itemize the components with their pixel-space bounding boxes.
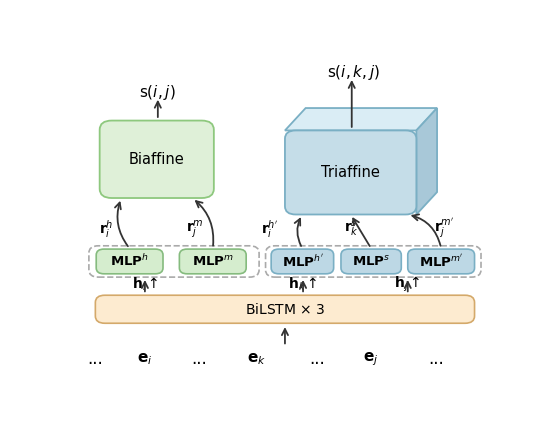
Text: $\mathbf{MLP}^{h}$: $\mathbf{MLP}^{h}$ bbox=[110, 253, 149, 269]
Text: $\mathbf{MLP}^{h'}$: $\mathbf{MLP}^{h'}$ bbox=[281, 253, 323, 270]
Text: BiLSTM $\times$ 3: BiLSTM $\times$ 3 bbox=[245, 302, 325, 317]
FancyArrowPatch shape bbox=[300, 282, 306, 291]
FancyBboxPatch shape bbox=[266, 246, 481, 277]
FancyBboxPatch shape bbox=[96, 295, 475, 323]
Text: $\mathbf{r}_j^{m'}$: $\mathbf{r}_j^{m'}$ bbox=[434, 217, 455, 241]
FancyArrowPatch shape bbox=[405, 282, 411, 291]
FancyArrowPatch shape bbox=[349, 82, 355, 127]
FancyBboxPatch shape bbox=[285, 131, 416, 214]
Text: $\mathbf{MLP}^{m'}$: $\mathbf{MLP}^{m'}$ bbox=[419, 253, 464, 270]
FancyArrowPatch shape bbox=[155, 101, 161, 117]
FancyArrowPatch shape bbox=[142, 282, 148, 291]
FancyBboxPatch shape bbox=[341, 249, 401, 274]
FancyBboxPatch shape bbox=[408, 249, 475, 274]
Text: $\mathbf{h}_i\uparrow$: $\mathbf{h}_i\uparrow$ bbox=[132, 276, 158, 293]
Text: Biaffine: Biaffine bbox=[129, 152, 185, 167]
FancyArrowPatch shape bbox=[353, 219, 370, 246]
Text: $\mathbf{MLP}^{m}$: $\mathbf{MLP}^{m}$ bbox=[192, 255, 234, 268]
Text: ...: ... bbox=[191, 351, 207, 369]
Text: Triaffine: Triaffine bbox=[321, 165, 380, 180]
Text: $\mathrm{s}(i,k,j)$: $\mathrm{s}(i,k,j)$ bbox=[327, 63, 381, 82]
Text: ...: ... bbox=[428, 351, 444, 369]
FancyBboxPatch shape bbox=[96, 249, 163, 274]
FancyArrowPatch shape bbox=[115, 202, 128, 246]
FancyArrowPatch shape bbox=[413, 214, 440, 246]
Text: $\mathbf{h}_j\uparrow$: $\mathbf{h}_j\uparrow$ bbox=[394, 275, 421, 294]
Text: ...: ... bbox=[87, 351, 103, 369]
Text: $\mathrm{s}(i,j)$: $\mathrm{s}(i,j)$ bbox=[140, 83, 176, 102]
Text: $\mathbf{e}_j$: $\mathbf{e}_j$ bbox=[364, 351, 379, 369]
Text: $\mathbf{h}_k\uparrow$: $\mathbf{h}_k\uparrow$ bbox=[288, 276, 318, 293]
Text: ...: ... bbox=[309, 351, 325, 369]
Text: $\mathbf{r}_i^{h}$: $\mathbf{r}_i^{h}$ bbox=[99, 218, 113, 240]
Text: $\mathbf{e}_i$: $\mathbf{e}_i$ bbox=[137, 352, 152, 367]
FancyBboxPatch shape bbox=[271, 249, 334, 274]
Text: $\mathbf{r}_i^{h'}$: $\mathbf{r}_i^{h'}$ bbox=[261, 218, 279, 240]
FancyBboxPatch shape bbox=[89, 246, 259, 277]
Text: $\mathbf{e}_k$: $\mathbf{e}_k$ bbox=[247, 352, 266, 367]
Polygon shape bbox=[416, 108, 437, 214]
Text: $\mathbf{r}_j^{m}$: $\mathbf{r}_j^{m}$ bbox=[186, 218, 203, 240]
Polygon shape bbox=[285, 108, 437, 131]
FancyArrowPatch shape bbox=[196, 201, 214, 246]
Text: $\mathbf{MLP}^{s}$: $\mathbf{MLP}^{s}$ bbox=[352, 255, 390, 268]
FancyArrowPatch shape bbox=[295, 219, 301, 246]
FancyArrowPatch shape bbox=[282, 329, 288, 344]
Text: $\mathbf{r}_k^{s}$: $\mathbf{r}_k^{s}$ bbox=[344, 219, 359, 239]
FancyBboxPatch shape bbox=[100, 121, 214, 198]
FancyBboxPatch shape bbox=[180, 249, 246, 274]
